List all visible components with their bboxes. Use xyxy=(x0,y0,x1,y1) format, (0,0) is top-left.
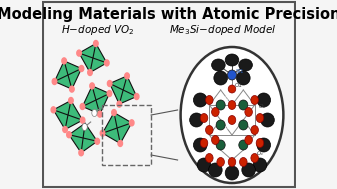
Circle shape xyxy=(52,78,57,84)
Circle shape xyxy=(181,47,283,183)
Polygon shape xyxy=(55,61,82,89)
Polygon shape xyxy=(53,101,83,129)
Circle shape xyxy=(79,66,84,71)
Ellipse shape xyxy=(225,166,239,180)
Ellipse shape xyxy=(217,157,224,167)
Ellipse shape xyxy=(212,108,219,116)
Ellipse shape xyxy=(251,125,258,135)
Ellipse shape xyxy=(245,136,252,145)
Ellipse shape xyxy=(239,59,252,71)
FancyBboxPatch shape xyxy=(43,2,295,187)
Ellipse shape xyxy=(256,139,264,147)
Circle shape xyxy=(80,104,85,109)
Circle shape xyxy=(62,58,66,64)
Ellipse shape xyxy=(225,54,239,66)
Circle shape xyxy=(90,83,94,89)
Circle shape xyxy=(67,132,71,138)
Circle shape xyxy=(94,40,98,46)
Ellipse shape xyxy=(214,71,227,85)
Polygon shape xyxy=(83,86,110,114)
Ellipse shape xyxy=(237,71,250,85)
Text: $O_b$: $O_b$ xyxy=(258,102,267,111)
Ellipse shape xyxy=(239,140,248,150)
Ellipse shape xyxy=(228,157,236,167)
Ellipse shape xyxy=(216,140,225,150)
Polygon shape xyxy=(79,43,107,73)
Text: V1: V1 xyxy=(223,96,230,101)
Polygon shape xyxy=(69,123,97,153)
Circle shape xyxy=(107,91,112,97)
Circle shape xyxy=(70,86,74,92)
Ellipse shape xyxy=(206,153,213,163)
Ellipse shape xyxy=(239,120,248,130)
Ellipse shape xyxy=(228,115,236,125)
Text: Modeling Materials with Atomic Precision: Modeling Materials with Atomic Precision xyxy=(0,6,337,22)
Circle shape xyxy=(92,109,97,116)
Circle shape xyxy=(88,70,92,75)
Circle shape xyxy=(134,94,139,99)
Ellipse shape xyxy=(256,114,264,122)
Ellipse shape xyxy=(227,70,237,80)
Ellipse shape xyxy=(228,85,236,93)
Circle shape xyxy=(77,50,81,56)
Text: $O_c$: $O_c$ xyxy=(256,149,265,158)
Ellipse shape xyxy=(193,138,207,152)
Circle shape xyxy=(63,126,67,132)
Circle shape xyxy=(69,98,73,104)
Ellipse shape xyxy=(251,95,258,105)
Ellipse shape xyxy=(197,158,211,172)
Ellipse shape xyxy=(206,125,213,135)
Ellipse shape xyxy=(257,138,271,152)
Ellipse shape xyxy=(200,114,208,122)
Circle shape xyxy=(51,107,56,113)
Circle shape xyxy=(79,150,84,156)
Circle shape xyxy=(129,120,134,126)
Polygon shape xyxy=(102,112,132,143)
Polygon shape xyxy=(110,76,137,104)
Text: V: V xyxy=(225,126,228,131)
Circle shape xyxy=(117,101,122,107)
Circle shape xyxy=(104,60,109,66)
Circle shape xyxy=(95,138,99,144)
Ellipse shape xyxy=(190,113,203,127)
Circle shape xyxy=(98,111,102,117)
Ellipse shape xyxy=(242,163,255,177)
Ellipse shape xyxy=(200,139,208,147)
Circle shape xyxy=(108,81,112,87)
Ellipse shape xyxy=(251,153,258,163)
Ellipse shape xyxy=(216,100,225,110)
Ellipse shape xyxy=(253,158,267,172)
Ellipse shape xyxy=(206,95,213,105)
Circle shape xyxy=(125,73,129,79)
Text: $\it{Me_3Si}$$\it{-doped\ Model}$: $\it{Me_3Si}$$\it{-doped\ Model}$ xyxy=(169,23,277,37)
Text: Si1: Si1 xyxy=(236,69,244,74)
Ellipse shape xyxy=(261,113,274,127)
Circle shape xyxy=(100,130,105,136)
Ellipse shape xyxy=(193,93,207,107)
Circle shape xyxy=(82,123,87,130)
Ellipse shape xyxy=(239,100,248,110)
Ellipse shape xyxy=(240,157,247,167)
Text: O1: O1 xyxy=(235,83,243,88)
Ellipse shape xyxy=(257,93,271,107)
Text: $\it{H}$$\it{-doped\ VO_2}$: $\it{H}$$\it{-doped\ VO_2}$ xyxy=(61,23,135,37)
Ellipse shape xyxy=(209,163,222,177)
Ellipse shape xyxy=(212,136,219,145)
Ellipse shape xyxy=(216,120,225,130)
Ellipse shape xyxy=(212,59,225,71)
Circle shape xyxy=(118,140,123,146)
Circle shape xyxy=(80,117,85,123)
Ellipse shape xyxy=(228,101,236,109)
Circle shape xyxy=(112,110,116,115)
Ellipse shape xyxy=(245,108,252,116)
